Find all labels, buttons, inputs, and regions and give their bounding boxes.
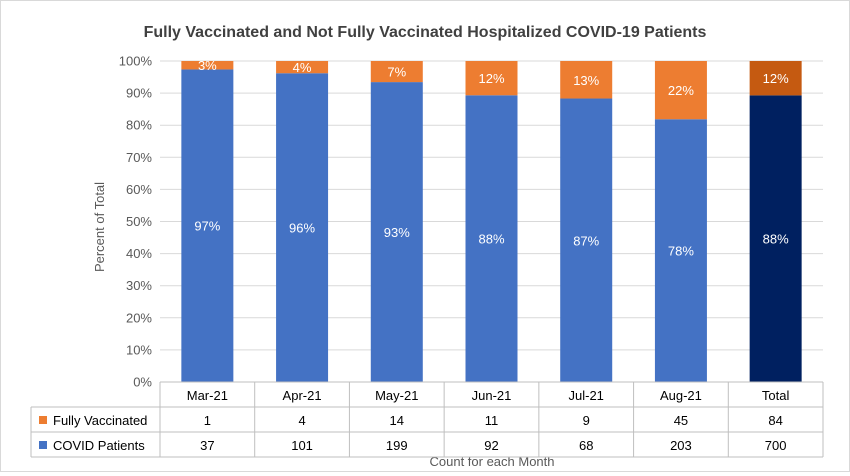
legend-swatch bbox=[39, 441, 47, 449]
table-value: 700 bbox=[765, 438, 787, 453]
chart-title: Fully Vaccinated and Not Fully Vaccinate… bbox=[144, 24, 707, 41]
y-tick-label: 90% bbox=[126, 86, 152, 101]
bar-covid-patients bbox=[465, 95, 518, 382]
table-value: 68 bbox=[579, 438, 593, 453]
y-axis-title: Percent of Total bbox=[92, 182, 107, 272]
data-label-fully-vaccinated: 12% bbox=[763, 71, 789, 86]
data-label-fully-vaccinated: 22% bbox=[668, 83, 694, 98]
x-category-label: Apr-21 bbox=[283, 388, 322, 403]
bar-fully-vaccinated bbox=[181, 61, 234, 70]
y-tick-label: 40% bbox=[126, 246, 152, 261]
table-value: 101 bbox=[291, 438, 313, 453]
bar-covid-patients bbox=[654, 119, 707, 382]
x-category-label: Jul-21 bbox=[569, 388, 604, 403]
data-label-fully-vaccinated: 3% bbox=[198, 58, 217, 73]
y-tick-label: 10% bbox=[126, 342, 152, 357]
table-value: 1 bbox=[204, 413, 211, 428]
x-category-label: Mar-21 bbox=[187, 388, 228, 403]
y-tick-label: 60% bbox=[126, 182, 152, 197]
table-value: 11 bbox=[485, 413, 499, 428]
table-value: 37 bbox=[200, 438, 214, 453]
data-label-covid-patients: 96% bbox=[289, 221, 315, 236]
table-value: 9 bbox=[583, 413, 590, 428]
bar-fully-vaccinated bbox=[276, 61, 329, 74]
y-tick-label: 30% bbox=[126, 278, 152, 293]
y-axis-ticks: 0% 10% 20% 30% 40% 50% 60% 70% 80% 90% 100% bbox=[119, 54, 153, 390]
bar-fully-vaccinated bbox=[465, 61, 518, 96]
bar-fully-vaccinated bbox=[560, 61, 613, 99]
data-label-covid-patients: 93% bbox=[384, 225, 410, 240]
data-label-fully-vaccinated: 4% bbox=[293, 60, 312, 75]
bar-covid-patients bbox=[276, 73, 329, 382]
y-tick-label: 100% bbox=[119, 54, 153, 69]
x-category-label: May-21 bbox=[375, 388, 418, 403]
y-tick-label: 0% bbox=[133, 375, 152, 390]
table-value: 45 bbox=[674, 413, 688, 428]
table-value: 92 bbox=[484, 438, 498, 453]
data-label-covid-patients: 88% bbox=[478, 232, 504, 247]
bar-covid-patients bbox=[560, 98, 613, 383]
data-label-covid-patients: 87% bbox=[573, 233, 599, 248]
data-label-covid-patients: 88% bbox=[763, 232, 789, 247]
x-category-label: Aug-21 bbox=[660, 388, 702, 403]
data-label-fully-vaccinated: 7% bbox=[387, 65, 406, 80]
y-tick-label: 50% bbox=[126, 214, 152, 229]
legend-label: COVID Patients bbox=[53, 438, 145, 453]
bar-fully-vaccinated bbox=[370, 61, 423, 83]
bar-fully-vaccinated bbox=[749, 61, 802, 96]
table-value: 14 bbox=[390, 413, 404, 428]
table-value: 84 bbox=[768, 413, 782, 428]
table-value: 199 bbox=[386, 438, 408, 453]
table-value: 4 bbox=[298, 413, 305, 428]
data-label-covid-patients: 78% bbox=[668, 244, 694, 259]
legend-label: Fully Vaccinated bbox=[53, 413, 147, 428]
bar-fully-vaccinated bbox=[654, 61, 707, 120]
x-axis-title: Count for each Month bbox=[429, 454, 554, 469]
legend-swatch bbox=[39, 416, 47, 424]
table-value: 203 bbox=[670, 438, 692, 453]
y-tick-label: 80% bbox=[126, 118, 152, 133]
data-table: Mar-21 Apr-21 May-21 Jun-21 Jul-21 Aug-21 Tota… bbox=[30, 381, 824, 458]
bar-covid-patients bbox=[181, 69, 234, 383]
bars: 97% 3% 96% 4% 93% 7% 88% 12% 87% 13% 78% 22% 88% 12% bbox=[181, 58, 802, 383]
bar-covid-patients bbox=[749, 95, 802, 383]
bar-covid-patients bbox=[370, 82, 423, 382]
x-category-label: Total bbox=[762, 388, 790, 403]
data-label-fully-vaccinated: 13% bbox=[573, 73, 599, 88]
y-tick-label: 20% bbox=[126, 310, 152, 325]
data-label-fully-vaccinated: 12% bbox=[478, 71, 504, 86]
data-label-covid-patients: 97% bbox=[194, 219, 220, 234]
y-tick-label: 70% bbox=[126, 150, 152, 165]
x-category-label: Jun-21 bbox=[472, 388, 512, 403]
